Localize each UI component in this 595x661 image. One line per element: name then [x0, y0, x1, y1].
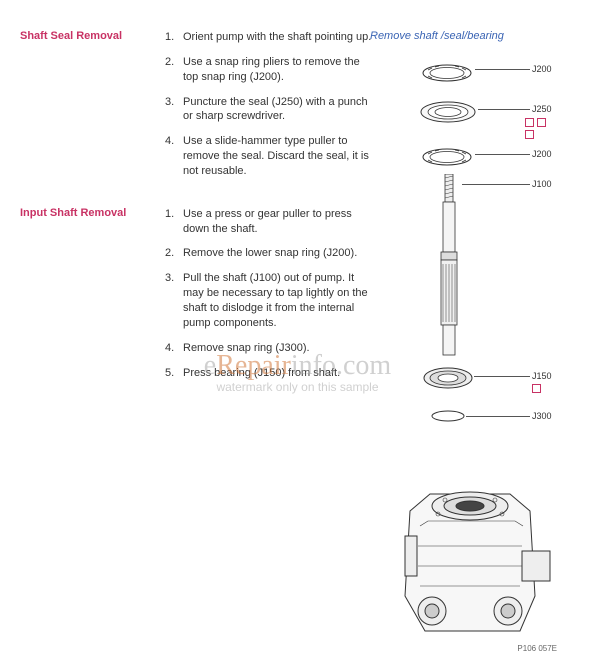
step: 4. Use a slide-hammer type puller to rem… [165, 134, 375, 179]
hazard-icon [537, 118, 546, 127]
step-number: 2. [165, 55, 183, 85]
step-text: Remove snap ring (J300). [183, 341, 375, 356]
shaft-icon [436, 174, 462, 359]
callout-label-j300: J300 [532, 411, 552, 421]
figure-label: P106 057E [517, 644, 557, 653]
diagram-title: Remove shaft /seal/bearing [370, 30, 580, 42]
step-text: Use a slide-hammer type puller to remove… [183, 134, 375, 179]
callout-line [462, 184, 530, 185]
step: 5. Press bearing (J150) from shaft. [165, 366, 375, 381]
bearing-icon [422, 366, 474, 390]
step-number: 4. [165, 341, 183, 356]
callout-label-j150: J150 [532, 371, 552, 381]
hazard-icon [525, 118, 534, 127]
hazard-icon [525, 130, 534, 139]
callout-line [475, 69, 530, 70]
callout-line [466, 416, 530, 417]
section-steps: 1. Orient pump with the shaft pointing u… [165, 30, 375, 189]
step-text: Press bearing (J150) from shaft. [183, 366, 375, 381]
step-text: Use a snap ring pliers to remove the top… [183, 55, 375, 85]
step-number: 4. [165, 134, 183, 179]
seal-icon [418, 99, 478, 125]
step-number: 5. [165, 366, 183, 381]
hazard-icon [532, 384, 541, 393]
step-number: 3. [165, 271, 183, 330]
callout-label-j250: J250 [532, 104, 552, 114]
callout-label-j100: J100 [532, 179, 552, 189]
callout-line [478, 109, 530, 110]
callout-label-j200: J200 [532, 64, 552, 74]
page-root: Shaft Seal Removal 1. Orient pump with t… [0, 0, 595, 661]
step: 2. Use a snap ring pliers to remove the … [165, 55, 375, 85]
ring-icon [430, 409, 466, 423]
pump-icon [370, 476, 565, 651]
pump-body-illustration: P106 057E [370, 476, 565, 651]
step-text: Remove the lower snap ring (J200). [183, 246, 375, 261]
exploded-view: J200 J250 J20 [370, 54, 580, 474]
step: 1. Use a press or gear puller to press d… [165, 207, 375, 237]
step-number: 1. [165, 207, 183, 237]
step: 1. Orient pump with the shaft pointing u… [165, 30, 375, 45]
step-text: Use a press or gear puller to press down… [183, 207, 375, 237]
step-text: Puncture the seal (J250) with a punch or… [183, 95, 375, 125]
callout-line [475, 154, 530, 155]
diagram-area: Remove shaft /seal/bearing J200 [370, 30, 580, 640]
callout-line [474, 376, 530, 377]
section-title: Input Shaft Removal [20, 207, 165, 391]
step-text: Pull the shaft (J100) out of pump. It ma… [183, 271, 375, 330]
step: 3. Pull the shaft (J100) out of pump. It… [165, 271, 375, 330]
snap-ring-icon [420, 146, 475, 168]
snap-ring-icon [420, 62, 475, 84]
step: 2. Remove the lower snap ring (J200). [165, 246, 375, 261]
section-title: Shaft Seal Removal [20, 30, 165, 189]
callout-label-j200b: J200 [532, 149, 552, 159]
step: 4. Remove snap ring (J300). [165, 341, 375, 356]
section-steps: 1. Use a press or gear puller to press d… [165, 207, 375, 391]
step-text: Orient pump with the shaft pointing up. [183, 30, 375, 45]
step: 3. Puncture the seal (J250) with a punch… [165, 95, 375, 125]
step-number: 1. [165, 30, 183, 45]
step-number: 3. [165, 95, 183, 125]
step-number: 2. [165, 246, 183, 261]
